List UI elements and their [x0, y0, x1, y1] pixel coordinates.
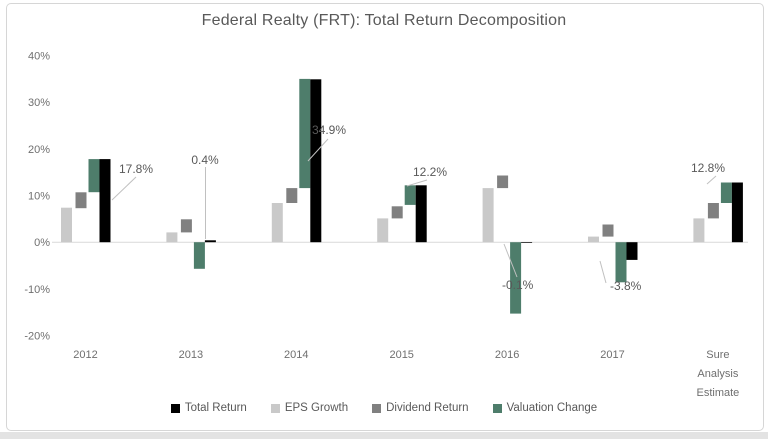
data-label-2017: -3.8% — [610, 279, 642, 293]
legend-item-valuation-change: Valuation Change — [492, 402, 598, 414]
y-tick-label-20: 20% — [28, 144, 50, 156]
legend-item-dividend-return: Dividend Return — [372, 402, 469, 414]
legend: Total Return EPS Growth Dividend Return Val… — [0, 402, 768, 414]
legend-swatch-eps-growth — [270, 403, 280, 413]
data-label-2014: 34.9% — [312, 123, 346, 137]
bar-eps-growth-2013 — [166, 232, 178, 243]
legend-swatch-valuation-change — [492, 403, 502, 413]
x-category-label-2013: 2013 — [179, 349, 203, 361]
bar-total-return-2012 — [99, 159, 111, 243]
leader-line-sure-analysis-estimate — [706, 175, 717, 185]
bar-valuation-change-2017 — [615, 242, 627, 283]
bar-eps-growth-2012 — [61, 207, 72, 243]
legend-swatch-total-return — [170, 403, 180, 413]
bar-dividend-return-2012 — [75, 192, 87, 209]
bar-valuation-change-sure-analysis-estimate — [720, 182, 732, 203]
legend-label-eps-growth: EPS Growth — [284, 402, 349, 414]
data-label-sure-analysis-estimate: 12.8% — [691, 161, 725, 175]
leader-line-2014 — [307, 138, 329, 162]
legend-item-eps-growth: EPS Growth — [270, 402, 349, 414]
y-tick-label-0: 0% — [34, 237, 50, 249]
bottom-strip — [0, 432, 768, 439]
y-tick-label-10: 10% — [28, 191, 50, 203]
legend-item-total-return: Total Return — [170, 402, 247, 414]
x-category-label-2017: 2017 — [600, 349, 624, 361]
legend-swatch-dividend-return — [372, 403, 382, 413]
chart-title: Federal Realty (FRT): Total Return Decom… — [201, 12, 567, 29]
x-category-label-sure-analysis-estimate-line3: Estimate — [697, 387, 740, 399]
legend-label-valuation-change: Valuation Change — [506, 402, 598, 414]
bar-total-return-2013 — [204, 240, 216, 243]
x-category-label-2016: 2016 — [495, 349, 519, 361]
bar-dividend-return-2014 — [286, 188, 298, 203]
bar-total-return-2016 — [521, 242, 533, 243]
bar-total-return-2015 — [415, 185, 427, 243]
leader-line-2017 — [599, 260, 607, 284]
bar-valuation-change-2014 — [299, 78, 311, 189]
data-label-2016: -0.1% — [502, 278, 534, 292]
bar-valuation-change-2012 — [88, 159, 100, 193]
legend-label-dividend-return: Dividend Return — [386, 402, 469, 414]
bar-valuation-change-2015 — [404, 185, 416, 205]
x-category-label-2014: 2014 — [284, 349, 308, 361]
data-label-2012: 17.8% — [119, 162, 153, 176]
bar-dividend-return-2015 — [391, 206, 403, 219]
bar-eps-growth-2014 — [271, 203, 283, 243]
bar-total-return-sure-analysis-estimate — [731, 182, 743, 243]
bar-total-return-2017 — [626, 242, 638, 260]
leader-line-2016 — [503, 243, 518, 278]
bar-dividend-return-2016 — [497, 175, 509, 189]
y-tick-label-40: 40% — [28, 51, 50, 63]
x-category-label-sure-analysis-estimate-line1: Sure — [706, 349, 729, 361]
x-category-label-2015: 2015 — [389, 349, 413, 361]
legend-label-total-return: Total Return — [184, 402, 247, 414]
data-label-2015: 12.2% — [413, 165, 447, 179]
leader-line-2012 — [111, 176, 137, 201]
bar-valuation-change-2016 — [510, 242, 522, 314]
bar-total-return-2014 — [310, 79, 322, 243]
bar-dividend-return-2017 — [602, 224, 614, 237]
bar-dividend-return-2013 — [180, 219, 192, 233]
chart-frame — [6, 3, 764, 431]
bar-dividend-return-sure-analysis-estimate — [707, 203, 719, 219]
bar-eps-growth-2015 — [377, 218, 389, 243]
bar-eps-growth-sure-analysis-estimate — [693, 218, 705, 243]
bar-eps-growth-2016 — [482, 188, 494, 243]
leader-line-2015 — [406, 179, 428, 187]
data-label-2013: 0.4% — [191, 153, 219, 167]
y-tick-label-30: 30% — [28, 97, 50, 109]
y-tick-label-10: -10% — [24, 284, 50, 296]
bar-eps-growth-2017 — [588, 236, 599, 243]
y-tick-label-20: -20% — [24, 331, 50, 343]
bar-valuation-change-2013 — [193, 242, 205, 269]
x-category-label-sure-analysis-estimate-line2: Analysis — [697, 368, 738, 380]
x-category-label-2012: 2012 — [73, 349, 97, 361]
